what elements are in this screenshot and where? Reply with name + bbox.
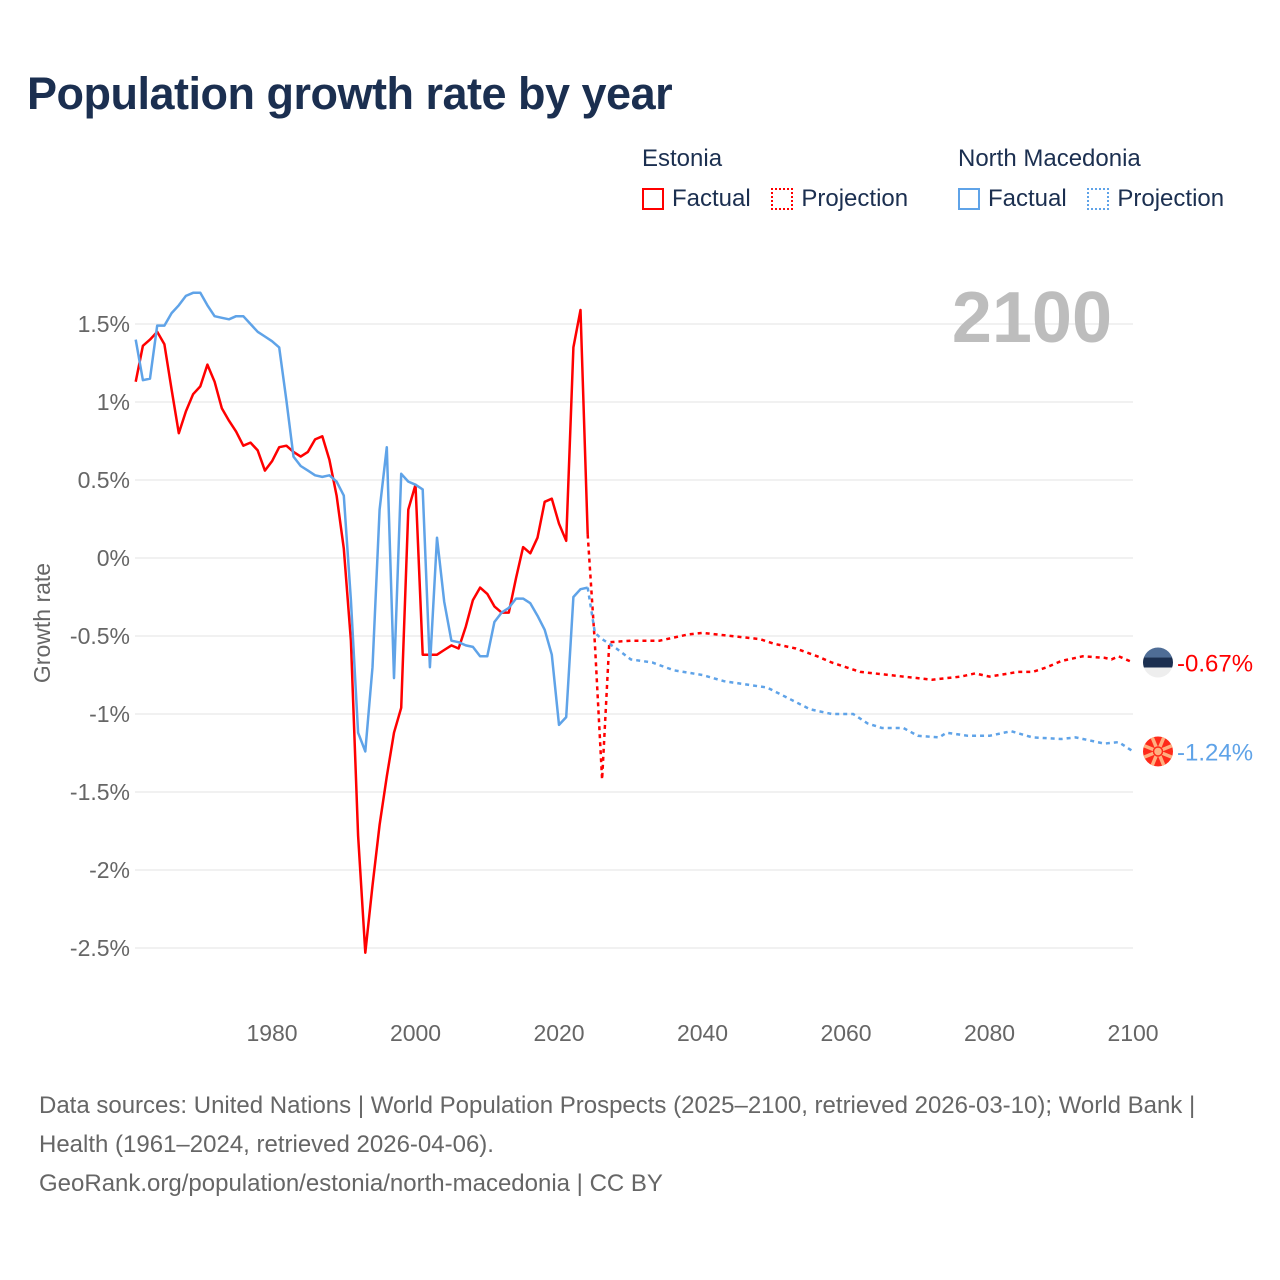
y-axis-label: Growth rate <box>29 563 55 683</box>
legend-estonia: Estonia Factual Projection <box>642 145 922 217</box>
legend-label: Projection <box>801 185 909 212</box>
x-tick-label: 2020 <box>533 1020 584 1046</box>
x-tick-label: 2060 <box>820 1020 871 1046</box>
legend-swatch-dotted <box>1087 188 1110 210</box>
chart-title: Population growth rate by year <box>27 68 673 119</box>
north-macedonia-projection-line <box>586 587 1134 753</box>
legend-group-name: Estonia <box>642 145 723 172</box>
legend-label: Projection <box>1117 185 1225 212</box>
y-tick-label: -1.5% <box>70 779 130 805</box>
estonia-flag-icon <box>1143 647 1173 678</box>
north-macedonia-flag-icon <box>1143 736 1173 767</box>
x-tick-label: 2040 <box>677 1020 728 1046</box>
legend-label: Factual <box>672 185 751 212</box>
y-tick-label: -2% <box>89 857 130 883</box>
y-tick-label: 0.5% <box>78 467 130 493</box>
y-tick-label: -0.5% <box>70 623 130 649</box>
source-link[interactable]: GeoRank.org/population/estonia/north-mac… <box>39 1170 663 1197</box>
legend-item-nm-projection[interactable]: Projection <box>1087 185 1224 213</box>
estonia-end-value-label: -0.67% <box>1177 651 1253 678</box>
estonia-factual-line <box>134 308 589 954</box>
legend-item-nm-factual[interactable]: Factual <box>958 185 1067 213</box>
data-sources: Data sources: United Nations | World Pop… <box>39 1092 1196 1158</box>
y-tick-label: -2.5% <box>70 935 130 961</box>
flag-sun <box>1152 746 1164 757</box>
current-year-display: 2100 <box>952 278 1112 358</box>
y-tick-label: -1% <box>89 701 130 727</box>
legend-item-estonia-projection[interactable]: Projection <box>771 185 908 213</box>
estonia-projection-line <box>586 534 1134 780</box>
legend-label: Factual <box>988 185 1067 212</box>
legend-group-name: North Macedonia <box>958 145 1141 172</box>
flag-stripe-blue <box>1143 647 1173 658</box>
legend-north-macedonia: North Macedonia Factual Projection <box>958 145 1224 217</box>
legend-swatch-solid <box>642 188 664 210</box>
legend-swatch-dotted <box>771 188 794 210</box>
flag-stripe-white <box>1143 667 1173 678</box>
footer: Data sources: United Nations | World Pop… <box>39 1086 1239 1203</box>
legend-swatch-solid <box>958 188 980 210</box>
x-tick-label: 2000 <box>390 1020 441 1046</box>
y-tick-label: 1.5% <box>78 311 130 337</box>
north-macedonia-end-value-label: -1.24% <box>1177 739 1253 766</box>
y-tick-label: 1% <box>97 389 130 415</box>
x-tick-label: 1980 <box>246 1020 297 1046</box>
north-macedonia-factual-line <box>134 291 588 753</box>
y-tick-label: 0% <box>97 545 130 571</box>
flag-stripe-black <box>1143 657 1173 668</box>
x-tick-label: 2080 <box>964 1020 1015 1046</box>
x-tick-label: 2100 <box>1107 1020 1158 1046</box>
legend-item-estonia-factual[interactable]: Factual <box>642 185 751 213</box>
